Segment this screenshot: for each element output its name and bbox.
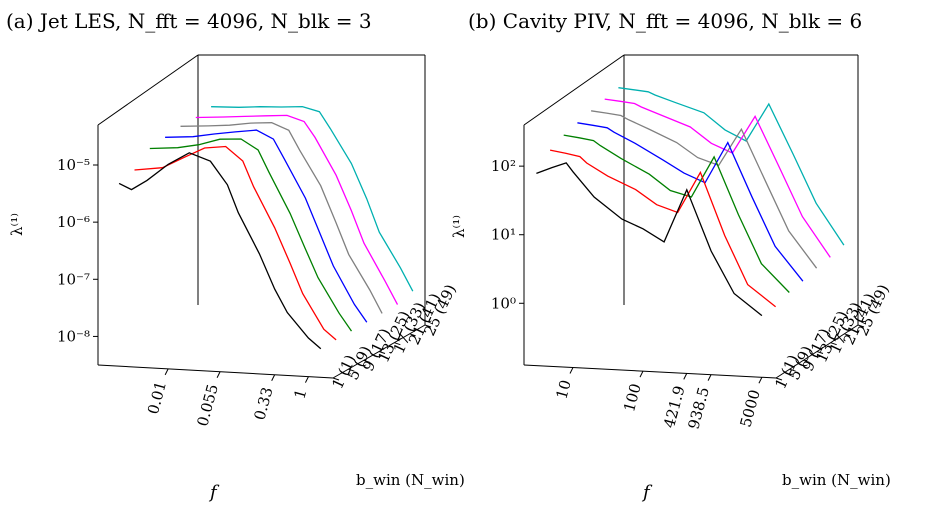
chart-a-x-tick-label: 0.055 xyxy=(193,382,222,428)
chart-b-title: (b) Cavity PIV, N_fft = 4096, N_blk = 6 xyxy=(468,9,862,33)
chart-a-x-tick-label: 0.01 xyxy=(144,379,170,416)
chart-b-x-tick-mark xyxy=(569,367,574,374)
chart-b-depth-tick-mark xyxy=(803,359,810,363)
chart-b-series-line xyxy=(591,110,818,269)
chart-b-ylabel: λ⁽¹⁾ xyxy=(450,215,468,238)
chart-a-series-line xyxy=(165,129,368,323)
chart-a-depth-tick-mark xyxy=(409,333,416,337)
chart-a-x-tick-mark xyxy=(271,374,276,381)
chart-a-series-line xyxy=(180,122,383,314)
chart-b-pane-outline xyxy=(523,54,859,379)
chart-a-xlabel: f xyxy=(208,482,220,503)
chart-a-y-tick-label: 10⁻⁷ xyxy=(57,270,90,288)
chart-b-depth-tick-mark xyxy=(775,377,783,381)
chart-b-series-line xyxy=(549,149,777,308)
chart-a-x-tick-label: 1 xyxy=(290,387,310,401)
chart-b-zlabel: b_win (N_win) xyxy=(782,471,891,489)
chart-a-depth-tick-mark xyxy=(378,351,386,354)
chart-b-x-tick-mark xyxy=(639,370,644,378)
chart-b-f-axis xyxy=(523,364,777,379)
chart-a-series-line xyxy=(118,152,322,350)
chart-b-xlabel: f xyxy=(641,482,653,503)
chart-a-x-ticks: 0.01 0.055 0.33 1 xyxy=(144,368,310,428)
chart-a-y-tick-label: 10⁻⁸ xyxy=(57,327,90,345)
chart-b-series-line xyxy=(563,134,790,293)
chart-b-y-ticks: 10² 10¹ 10⁰ xyxy=(491,157,524,312)
chart-a-series-line xyxy=(211,105,414,292)
chart-a-y-tick-label: 10⁻⁵ xyxy=(57,156,90,174)
chart-b-x-tick-mark xyxy=(758,377,763,384)
chart-b-depth-tick-mark xyxy=(816,351,824,354)
chart-b-x-tick-mark xyxy=(707,374,712,381)
chart-b-depth-tick-mark xyxy=(789,368,796,372)
chart-b-y-tick-label: 10² xyxy=(491,157,516,175)
chart-b-x-tick-label: 5000 xyxy=(737,388,764,430)
chart-a-depth-tick-mark xyxy=(363,359,370,363)
chart-b-top-left-edge xyxy=(523,54,625,126)
chart-a-depth-tick-mark xyxy=(394,342,401,346)
chart-a-depth-tick-mark xyxy=(424,324,432,328)
chart-b-series-line xyxy=(618,87,845,246)
chart-a-x-tick-mark xyxy=(305,376,309,383)
chart-a-zlabel: b_win (N_win) xyxy=(356,471,465,489)
chart-a: 10⁻⁵10⁻⁶10⁻⁷10⁻⁸ 0.01 0.055 0.33 1 1 (1)5 (… xyxy=(8,54,465,503)
chart-a-series-line xyxy=(195,114,399,305)
chart-a-y-tick-label: 10⁻⁶ xyxy=(57,213,90,231)
chart-b-x-tick-label: 938.5 xyxy=(684,385,713,431)
chart-a-series-line xyxy=(134,145,337,341)
chart-b-series-line xyxy=(604,98,831,258)
chart-b-series-line xyxy=(536,162,763,317)
chart-b-depth-tick-mark xyxy=(857,324,865,328)
chart-a-title: (a) Jet LES, N_fft = 4096, N_blk = 3 xyxy=(6,9,372,33)
chart-a-ylabel: λ⁽¹⁾ xyxy=(8,213,26,236)
chart-b-series-group xyxy=(536,87,845,317)
chart-a-f-axis xyxy=(97,364,334,379)
chart-b-x-tick-label: 100 xyxy=(620,382,645,414)
chart-a-series-line xyxy=(149,138,353,332)
chart-a-depth-tick-mark xyxy=(348,368,355,372)
chart-b-y-tick-label: 10⁰ xyxy=(491,294,516,312)
chart-a-x-tick-label: 0.33 xyxy=(251,385,277,422)
chart-a-top-left-edge xyxy=(97,54,199,126)
chart-a-x-tick-mark xyxy=(216,371,221,378)
chart-a-depth-tick-mark xyxy=(332,377,340,381)
chart-b-depth-tick-mark xyxy=(844,333,851,337)
chart-b-depth-ticks: 1 (1)5 (9)9 (17)13 (25)17 (33)21 (41)25 … xyxy=(771,282,892,392)
chart-b-x-tick-label: 10 xyxy=(553,378,575,401)
chart-a-series-group xyxy=(118,105,414,350)
chart-b-depth-tick-mark xyxy=(830,342,837,346)
chart-a-x-tick-mark xyxy=(164,368,169,376)
chart-b-y-tick-label: 10¹ xyxy=(491,226,516,244)
chart-a-y-ticks: 10⁻⁵ 10⁻⁶ 10⁻⁷ 10⁻⁸ xyxy=(57,156,98,345)
chart-b-series-line xyxy=(577,122,804,282)
chart-b-x-tick-mark xyxy=(683,373,688,380)
